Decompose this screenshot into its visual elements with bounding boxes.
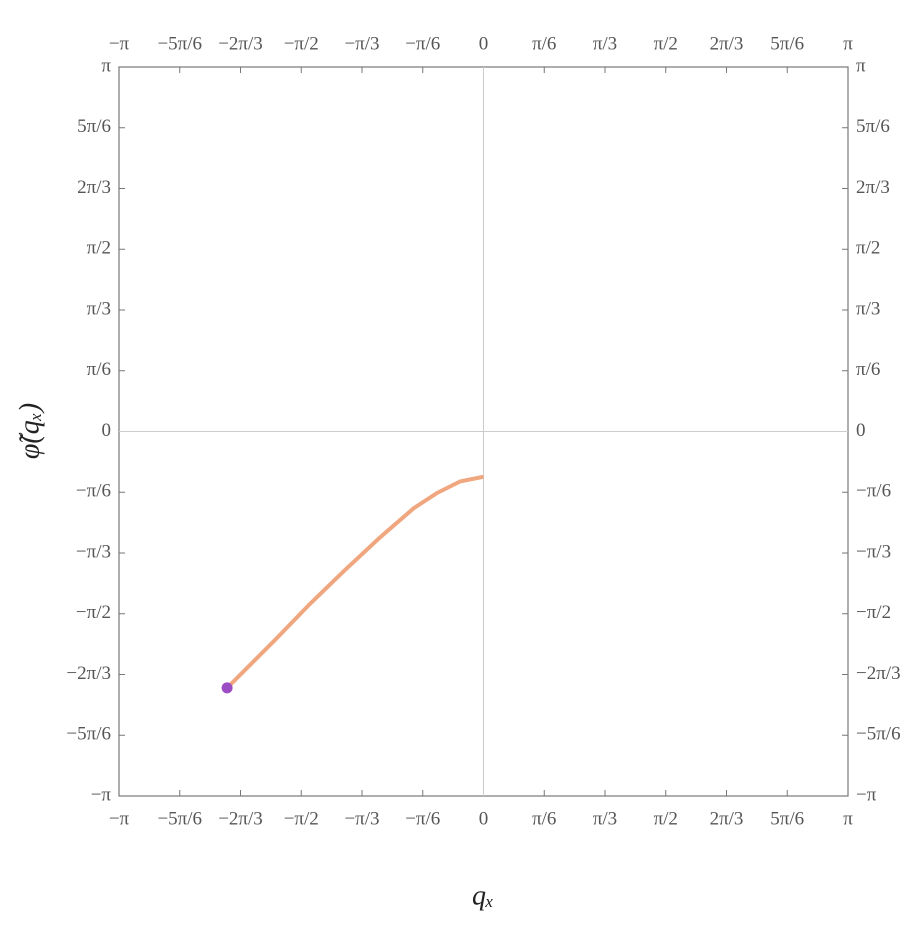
point-marker bbox=[221, 682, 233, 694]
y-tick-label: −2π/3 bbox=[66, 663, 111, 684]
y-tick-label-right: 5π/6 bbox=[856, 116, 890, 137]
y-tick-label-right: −π/2 bbox=[856, 602, 891, 623]
x-tick-label: π/3 bbox=[593, 808, 617, 829]
x-tick-label-top: −2π/3 bbox=[218, 33, 263, 54]
y-tick-label: −5π/6 bbox=[66, 724, 111, 745]
y-tick-label-right: π/3 bbox=[856, 298, 880, 319]
y-tick-label: −π bbox=[91, 784, 112, 805]
y-tick-label: π/6 bbox=[87, 359, 111, 380]
x-tick-label-top: −π/2 bbox=[284, 33, 319, 54]
y-tick-label: π bbox=[101, 55, 111, 76]
y-tick-label-right: −π/3 bbox=[856, 541, 891, 562]
x-tick-label-top: −5π/6 bbox=[157, 33, 202, 54]
y-tick-label: π/2 bbox=[87, 238, 111, 259]
y-tick-label-right: 0 bbox=[856, 420, 866, 441]
line-series bbox=[225, 474, 484, 690]
y-tick-label-right: −2π/3 bbox=[856, 663, 901, 684]
x-tick-label-top: π/6 bbox=[532, 33, 556, 54]
y-tick-label: 5π/6 bbox=[77, 116, 111, 137]
y-tick-label: π/3 bbox=[87, 298, 111, 319]
y-tick-label-right: π/6 bbox=[856, 359, 880, 380]
x-tick-label: −π/6 bbox=[405, 808, 440, 829]
y-tick-label: 0 bbox=[102, 420, 112, 441]
x-tick-label-top: 2π/3 bbox=[710, 33, 744, 54]
y-tick-label-right: 2π/3 bbox=[856, 177, 890, 198]
x-tick-label-top: −π bbox=[109, 33, 130, 54]
x-tick-label: −2π/3 bbox=[218, 808, 263, 829]
y-tick-label-right: −π bbox=[856, 784, 877, 805]
x-tick-label: −π bbox=[109, 808, 130, 829]
x-tick-label: 5π/6 bbox=[770, 808, 804, 829]
x-tick-label: −π/3 bbox=[344, 808, 379, 829]
x-tick-label-top: −π/6 bbox=[405, 33, 440, 54]
x-tick-label: −5π/6 bbox=[157, 808, 202, 829]
x-tick-label-top: 5π/6 bbox=[770, 33, 804, 54]
y-tick-label-right: π bbox=[856, 55, 866, 76]
x-tick-label: 2π/3 bbox=[710, 808, 744, 829]
x-axis-label: qₓ bbox=[472, 880, 494, 911]
y-tick-label-right: π/2 bbox=[856, 238, 880, 259]
y-tick-label: 2π/3 bbox=[77, 177, 111, 198]
x-tick-label-top: π/3 bbox=[593, 33, 617, 54]
y-tick-label-right: −π/6 bbox=[856, 481, 891, 502]
x-tick-label-top: −π/3 bbox=[344, 33, 379, 54]
x-tick-label: −π/2 bbox=[284, 808, 319, 829]
x-tick-label: π/2 bbox=[654, 808, 678, 829]
y-tick-label: −π/6 bbox=[76, 481, 111, 502]
x-tick-label-top: 0 bbox=[479, 33, 489, 54]
y-axis-label: φ̃(qₓ) bbox=[14, 403, 45, 459]
y-tick-label: −π/2 bbox=[76, 602, 111, 623]
y-tick-label: −π/3 bbox=[76, 541, 111, 562]
x-tick-label-top: π/2 bbox=[654, 33, 678, 54]
x-tick-label: π bbox=[843, 808, 853, 829]
x-tick-label-top: π bbox=[843, 33, 853, 54]
x-tick-label: π/6 bbox=[532, 808, 556, 829]
x-tick-label: 0 bbox=[479, 808, 489, 829]
y-tick-label-right: −5π/6 bbox=[856, 724, 901, 745]
